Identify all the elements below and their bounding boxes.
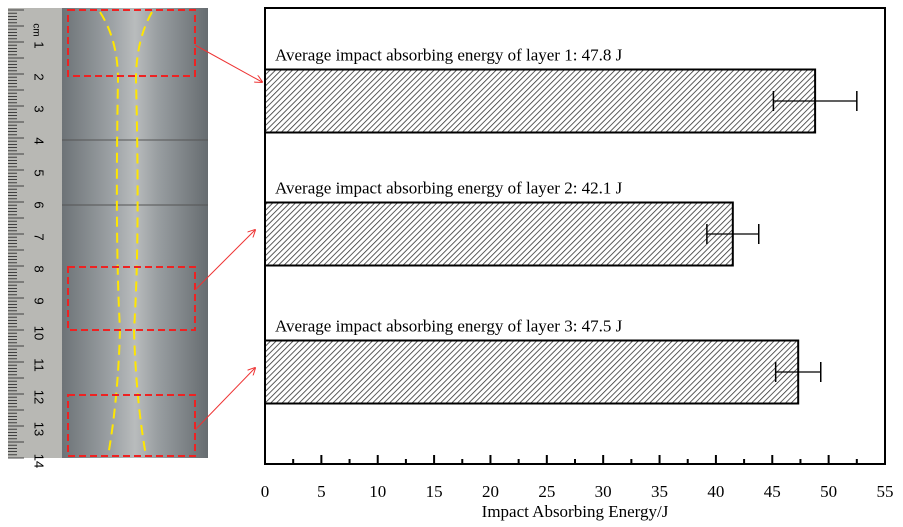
ruler-label: 4 [32, 137, 47, 144]
x-tick-label: 45 [764, 482, 781, 501]
ruler-label: 14 [32, 454, 47, 468]
bar [264, 68, 817, 134]
error-bar [774, 362, 822, 382]
arrow [194, 368, 255, 431]
x-tick-label: 30 [595, 482, 612, 501]
x-tick-label: 20 [482, 482, 499, 501]
x-tick-label: 15 [426, 482, 443, 501]
ruler-label: 10 [32, 326, 47, 340]
ruler-label: 2 [32, 73, 47, 80]
layer-box [67, 266, 196, 331]
ruler-label: 5 [32, 169, 47, 176]
ruler-label: 3 [32, 105, 47, 112]
bar [264, 201, 734, 267]
x-tick-label: 55 [877, 482, 894, 501]
ruler-label: 1 [32, 41, 47, 48]
ruler-label: 13 [32, 422, 47, 436]
ruler-label: 9 [32, 297, 47, 304]
annotation: Average impact absorbing energy of layer… [275, 178, 623, 197]
layer-box [67, 9, 196, 77]
bar [264, 339, 800, 405]
ruler-label: 8 [32, 265, 47, 272]
ruler [8, 8, 64, 458]
annotation: Average impact absorbing energy of layer… [275, 316, 623, 335]
layer-box [67, 394, 196, 457]
x-tick-label: 0 [261, 482, 270, 501]
error-bar [772, 91, 858, 111]
x-tick-label: 5 [317, 482, 326, 501]
error-bar [706, 224, 760, 244]
x-tick-label: 40 [707, 482, 724, 501]
arrow [194, 44, 262, 82]
x-tick-label: 25 [538, 482, 555, 501]
ruler-unit: cm [30, 23, 41, 36]
ruler-label: 6 [32, 201, 47, 208]
ruler-label: 7 [32, 233, 47, 240]
annotation: Average impact absorbing energy of layer… [275, 45, 623, 64]
specimen [62, 8, 208, 458]
x-tick-label: 50 [820, 482, 837, 501]
ruler-label: 11 [32, 358, 47, 372]
arrow [194, 230, 255, 291]
x-axis-label: Impact Absorbing Energy/J [482, 502, 669, 521]
ruler-label: 12 [32, 390, 47, 404]
x-tick-label: 35 [651, 482, 668, 501]
x-tick-label: 10 [369, 482, 386, 501]
